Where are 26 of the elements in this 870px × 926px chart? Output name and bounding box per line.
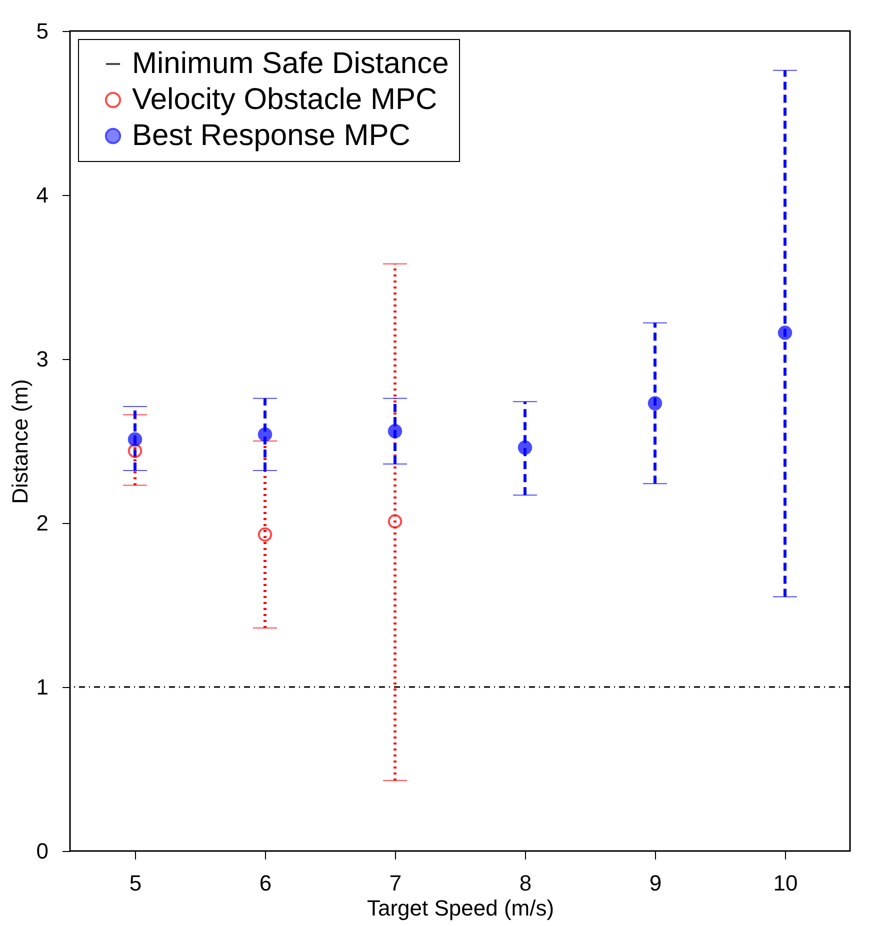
point: [388, 514, 402, 528]
point: [518, 440, 532, 455]
legend-label: Velocity Obstacle MPC: [132, 83, 438, 116]
x-tick-label: 7: [389, 870, 402, 896]
y-tick-label: 1: [36, 674, 48, 700]
legend-label: Minimum Safe Distance: [132, 47, 449, 80]
x-tick-label: 6: [259, 870, 272, 896]
legend-label: Best Response MPC: [132, 119, 410, 152]
y-tick-label: 0: [36, 838, 48, 864]
x-tick-label: 8: [519, 870, 532, 896]
x-tick-label: 5: [129, 870, 142, 896]
y-tick-label: 5: [36, 18, 48, 44]
x-axis-title: Target Speed (m/s): [366, 896, 554, 920]
point: [128, 444, 142, 458]
y-axis-title: Distance (m): [7, 379, 32, 504]
y-tick-label: 3: [36, 346, 48, 372]
point: [258, 427, 272, 442]
x-tick-label: 10: [773, 870, 798, 896]
y-tick-label: 2: [36, 510, 48, 536]
point: [648, 396, 662, 410]
point: [388, 424, 402, 438]
point: [128, 432, 142, 446]
point: [778, 326, 792, 340]
x-tick-label: 9: [649, 870, 662, 896]
y-tick-label: 4: [36, 182, 48, 208]
point: [258, 527, 272, 542]
